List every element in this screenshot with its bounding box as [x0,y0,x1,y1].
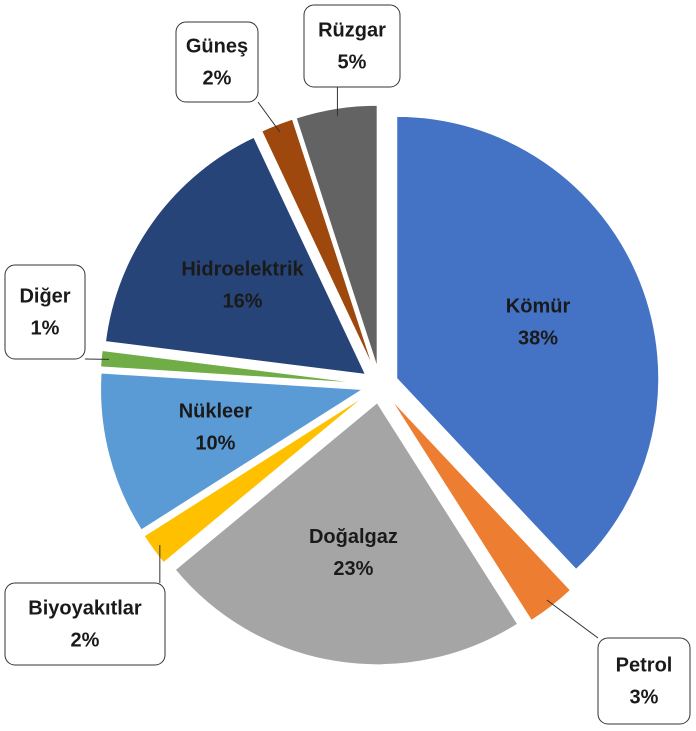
pie-slice [104,136,367,376]
pie-slice [390,398,572,622]
slice-label-value: 10% [195,433,235,455]
pie-slice [174,402,519,666]
slice-label-name: Rüzgar [318,19,386,41]
callout-box [4,264,86,360]
slice-label-value: 23% [333,558,373,580]
pie-slice [100,349,363,384]
slice-label-name: Biyoyakıtlar [28,597,142,619]
pie-slice [295,104,378,368]
slice-label-name: Doğalgaz [309,526,398,548]
pie-slice [261,118,374,369]
callout-box [175,21,259,103]
slice-label-value: 38% [518,328,558,350]
callout-line [546,599,599,639]
callout-box [597,637,691,725]
slice-label-name: Kömür [506,296,571,318]
slice-label-name: Hidroelektrik [181,258,304,280]
slice-label-name: Petrol [616,654,673,676]
slice-label-name: Nükleer [179,401,253,423]
callout-line [257,101,281,133]
slice-label-name: Diğer [19,285,70,307]
slice-label-value: 1% [31,317,60,339]
slice-label-name: Güneş [186,35,248,57]
callout-box [303,4,401,88]
pie-slice [396,115,660,571]
callout-box [4,582,166,666]
slice-label-value: 16% [222,290,262,312]
slice-label-value: 3% [630,686,659,708]
slice-label-value: 2% [203,67,232,89]
slice-label-value: 2% [71,629,100,651]
pie-slice [143,395,366,564]
slice-label-value: 5% [338,51,367,73]
pie-slice [100,372,365,531]
